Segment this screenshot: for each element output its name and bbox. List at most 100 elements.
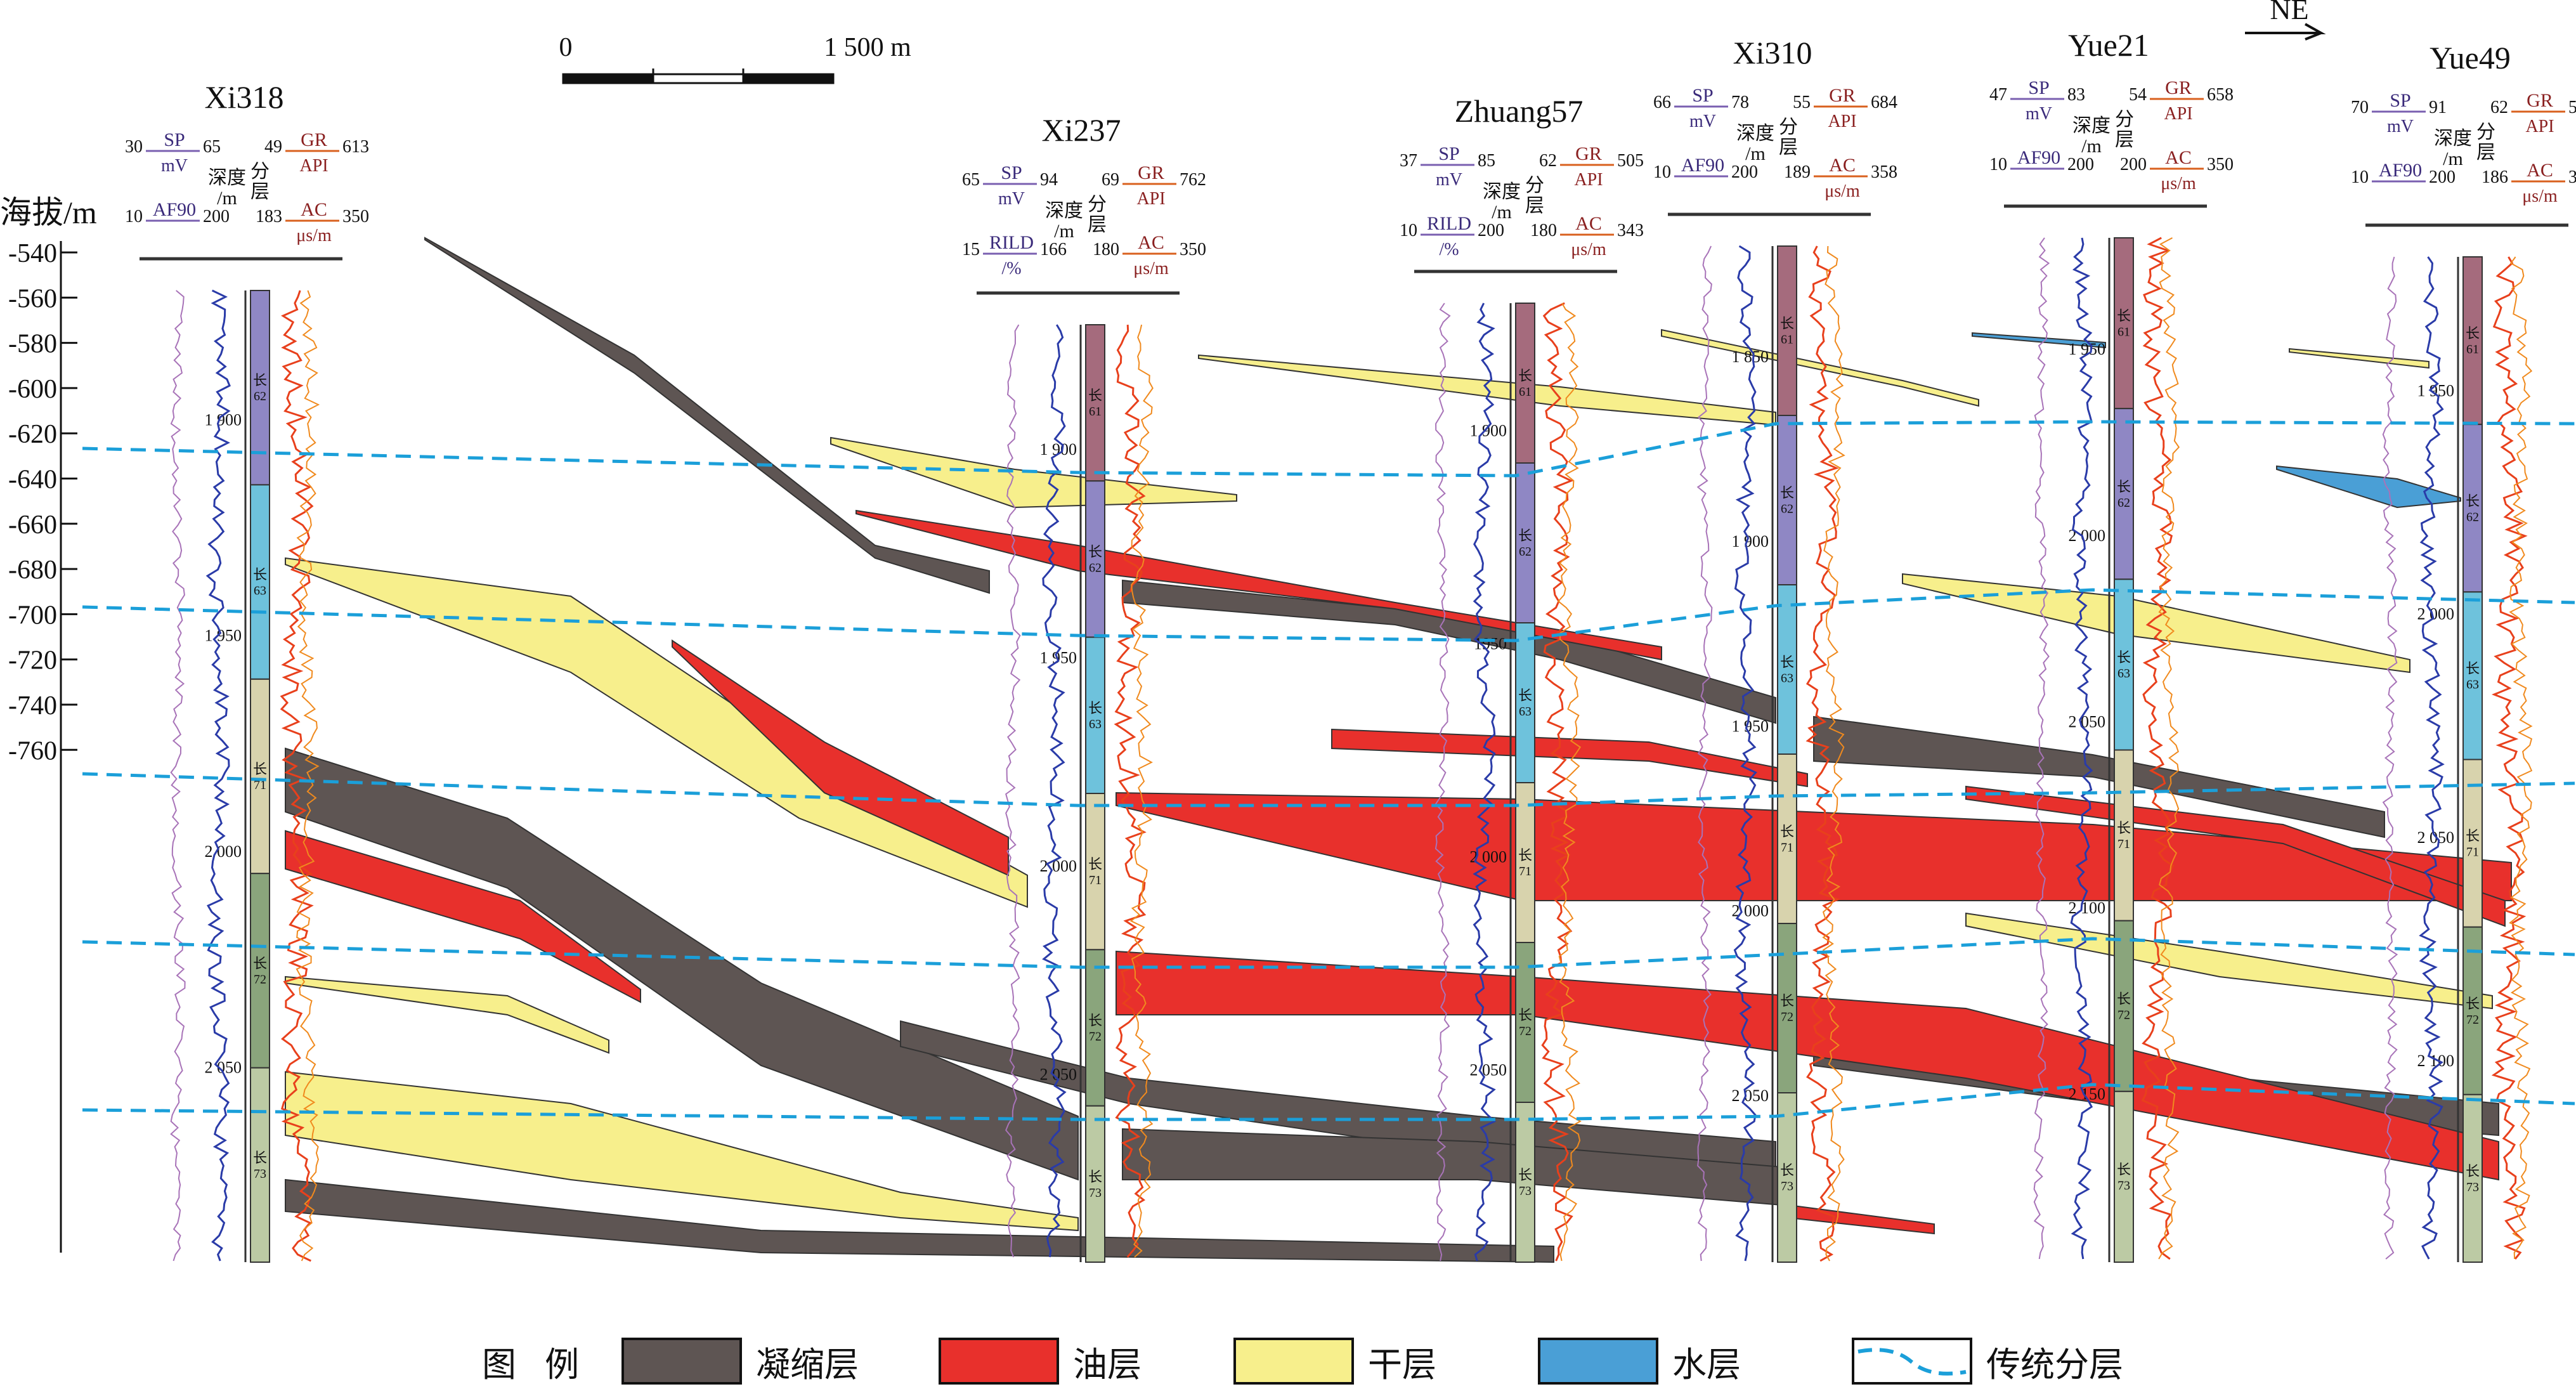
layer-name: 73 <box>1089 1186 1102 1200</box>
legend-item-water: 水层 <box>1538 1336 1741 1386</box>
depth-tick-label: 1 900 <box>1470 422 1507 440</box>
curve-min: 47 <box>1989 85 2007 105</box>
curve-unit: μs/m <box>1133 259 1169 278</box>
legend-swatch-oil <box>939 1338 1059 1385</box>
depth-tick-label: 2 100 <box>2069 899 2106 917</box>
layer-name: 长 <box>2117 649 2131 665</box>
layer-name: 长 <box>1780 1163 1794 1178</box>
legend-title: 图 例 <box>482 1344 589 1385</box>
scale-bar-segment <box>563 74 653 83</box>
layer-name: 73 <box>1519 1184 1532 1198</box>
curve-name: AF90 <box>1681 155 1724 176</box>
layer-cell <box>2462 1093 2483 1263</box>
layer-cell <box>1085 324 1105 482</box>
curve-name: GR <box>1575 143 1602 164</box>
curve-max: 83 <box>2067 85 2085 105</box>
layer-name: 长 <box>253 955 267 971</box>
layer-name: 73 <box>2117 1178 2130 1192</box>
curve-min: 69 <box>1102 170 1119 190</box>
depth-tick-label: 2 000 <box>1040 857 1077 875</box>
af90-curve <box>1005 324 1021 1258</box>
curve-max: 94 <box>1040 170 1058 190</box>
sp-curve <box>1042 324 1067 1258</box>
curve-max: 200 <box>203 207 230 226</box>
well-name: Xi310 <box>1733 35 1812 70</box>
layer-name: 61 <box>2466 342 2479 356</box>
layer-name: 73 <box>254 1167 266 1181</box>
layer-name: 长 <box>1088 1013 1102 1029</box>
layer-cell <box>250 1067 270 1263</box>
depth-tick-label: 2 150 <box>2069 1085 2106 1104</box>
curve-max: 505 <box>1617 151 1644 171</box>
legend-swatch-water <box>1538 1338 1658 1385</box>
legend-swatch-condensed <box>621 1338 742 1385</box>
curve-min: 70 <box>2351 98 2369 117</box>
y-tick-label: -540 <box>8 239 57 268</box>
layer-cell <box>1777 584 1797 755</box>
curve-max: 350 <box>342 207 369 226</box>
layer-name: 71 <box>1519 864 1532 878</box>
curve-max: 762 <box>1180 170 1206 190</box>
curve-unit: mV <box>1436 170 1462 190</box>
traditional-boundary <box>82 420 2575 478</box>
well-name: Yue21 <box>2068 27 2149 63</box>
depth-tick-label: 2 000 <box>2069 526 2106 545</box>
y-tick-label: -580 <box>8 330 57 359</box>
layer-name: 长 <box>1780 993 1794 1009</box>
depth-tick-label: 1 950 <box>1732 717 1769 735</box>
curve-min: 183 <box>256 207 282 226</box>
curve-name: AC <box>1138 232 1164 253</box>
layer-name: 长 <box>253 1150 267 1166</box>
curve-unit: API <box>2164 104 2192 124</box>
layer-name: 长 <box>2466 325 2480 341</box>
layer-name: 长 <box>1518 688 1532 703</box>
curve-max: 684 <box>1871 93 1897 112</box>
layer-cell <box>1515 1102 1535 1263</box>
layer-name: 63 <box>1089 717 1102 731</box>
sp-curve <box>2070 237 2093 1260</box>
layer-name: 长 <box>2117 991 2131 1007</box>
curve-max: 343 <box>1617 221 1644 240</box>
dry-layer <box>1965 912 2493 1010</box>
legend: 图 例 凝缩层 油层 干层 水层 传统分层 <box>0 1332 2576 1388</box>
layer-name: 71 <box>1089 873 1102 887</box>
curve-max: 91 <box>2429 98 2447 117</box>
well-Xi310: Xi310 66 SP mV 78 10 AF90 200 55 GR API 684 189 AC μs/… <box>1653 35 1897 1263</box>
curve-name: AF90 <box>2017 147 2060 168</box>
oil-layer <box>1116 950 2499 1181</box>
curve-min: 180 <box>1530 221 1557 240</box>
curve-min: 55 <box>1793 93 1811 112</box>
layer-name: 长 <box>253 761 267 777</box>
layer-name: 72 <box>1519 1024 1532 1038</box>
layer-name: 62 <box>2117 496 2130 510</box>
layer-name: 71 <box>254 778 266 792</box>
ac-curve <box>296 290 320 1262</box>
legend-label-water: 水层 <box>1672 1344 1741 1385</box>
legend-item-oil: 油层 <box>939 1336 1142 1386</box>
curve-max: 350 <box>2568 167 2576 187</box>
curve-max: 553 <box>2568 98 2576 117</box>
layer-name: 62 <box>1089 561 1102 575</box>
curve-max: 200 <box>2429 167 2456 187</box>
curve-unit: μs/m <box>1825 181 1860 201</box>
curve-name: AC <box>2527 160 2553 181</box>
well-Xi318: Xi318 30 SP mV 65 10 AF90 200 49 GR API 613 183 AC μs/… <box>125 79 369 1263</box>
layer-name: 73 <box>2466 1180 2479 1194</box>
layer-header: 层 <box>2115 129 2134 150</box>
layer-name: 长 <box>2466 493 2480 509</box>
curve-unit: mV <box>1689 112 1716 131</box>
depth-header: /m <box>1054 221 1074 242</box>
layer-header: 层 <box>2476 142 2495 163</box>
oil-layer <box>1331 728 1808 788</box>
layer-header: 分 <box>1525 175 1544 196</box>
af90-curve <box>2382 256 2398 1260</box>
curve-min: 15 <box>962 240 980 259</box>
oil-layer <box>1965 785 2506 927</box>
y-tick-label: -660 <box>8 511 57 540</box>
layer-cell <box>250 484 270 680</box>
well-Yue21: Yue21 47 SP mV 83 10 AF90 200 54 GR API 658 200 AC μs/… <box>1989 27 2234 1263</box>
curve-min: 10 <box>1400 221 1417 240</box>
layer-header: 层 <box>1525 195 1544 216</box>
curve-max: 200 <box>2067 155 2094 174</box>
af90-curve <box>170 290 186 1262</box>
